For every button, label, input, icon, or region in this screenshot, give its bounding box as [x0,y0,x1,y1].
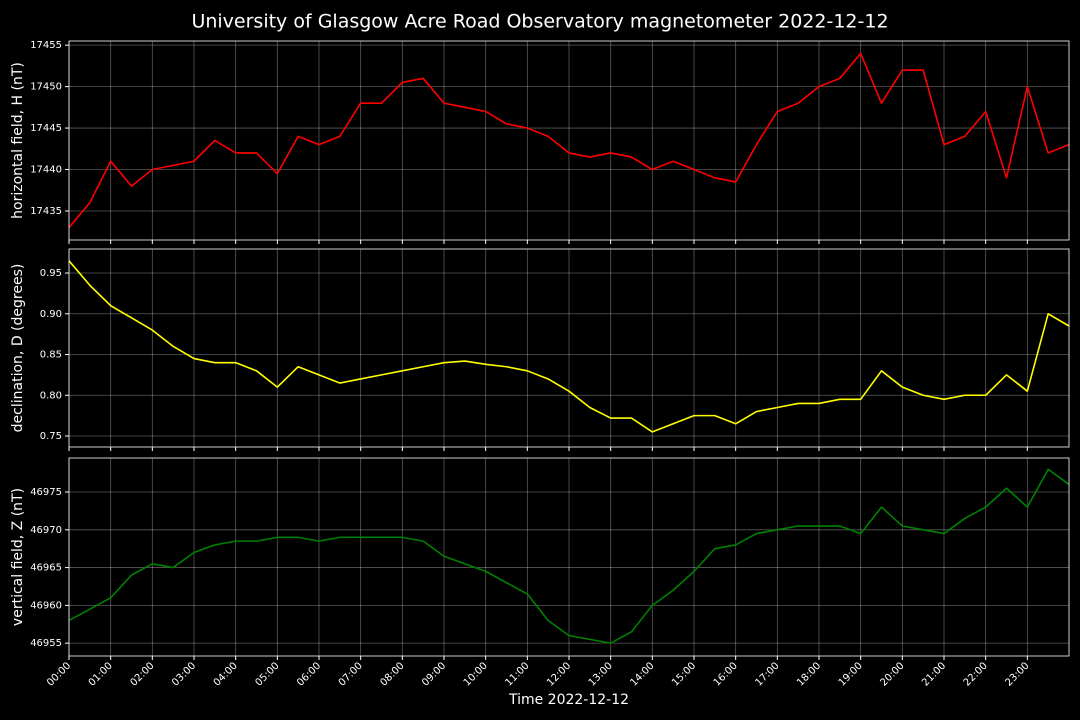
axes-frame [68,40,1070,241]
data-line [68,260,1070,433]
data-line [68,52,1070,229]
y-tick-label: 17455 [30,40,62,51]
figure-title: University of Glasgow Acre Road Observat… [191,11,888,33]
y-tick-label: 17450 [30,82,62,93]
y-tick-label: 0.95 [40,268,62,279]
y-axis-label: declination, D (degrees) [10,264,26,433]
y-tick-label: 0.85 [40,350,62,361]
y-axis-label: vertical field, Z (nT) [10,488,26,626]
axes-frame [68,457,1070,657]
x-axis-label: Time 2022-12-12 [508,692,629,708]
data-line [68,468,1070,644]
y-tick-label: 17445 [30,123,62,134]
y-axis-label: horizontal field, H (nT) [10,62,26,219]
axes-frame [68,248,1070,448]
y-tick-label: 0.75 [40,431,62,442]
y-tick-label: 46965 [30,563,62,574]
y-tick-label: 0.80 [40,390,62,401]
y-tick-label: 46955 [30,638,62,649]
y-tick-label: 46975 [30,487,62,498]
y-tick-label: 0.90 [40,309,62,320]
y-tick-label: 46970 [30,525,62,536]
y-tick-label: 17440 [30,165,62,176]
y-tick-label: 46960 [30,600,62,611]
y-tick-label: 17435 [30,206,62,217]
